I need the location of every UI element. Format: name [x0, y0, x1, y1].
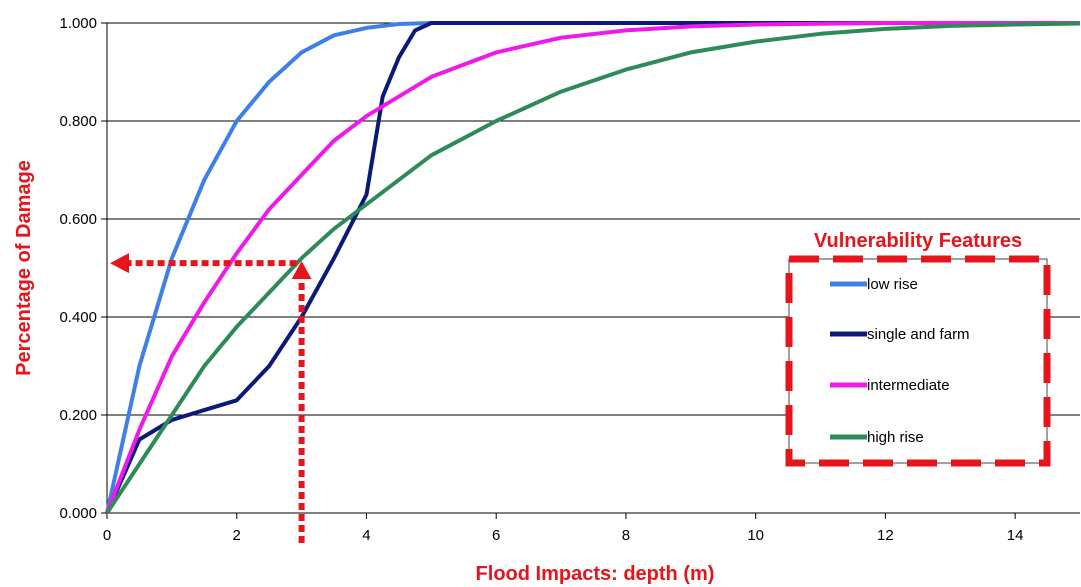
x-tick-label: 4 — [362, 527, 370, 544]
legend-highlight-frame — [785, 255, 1051, 467]
axes — [106, 23, 1080, 519]
intermediate-line — [105, 21, 1080, 514]
single-and-farm-line — [105, 21, 1080, 514]
arrowhead-left — [110, 253, 129, 274]
x-axis-title: Flood Impacts: depth (m) — [476, 563, 715, 585]
legend-label-single-and-farm: single and farm — [867, 326, 970, 343]
high-rise-line — [105, 21, 1081, 515]
arrowhead-up — [291, 261, 312, 280]
legend-title: Vulnerability Features — [814, 230, 1022, 252]
legend-box — [788, 258, 1048, 464]
series-lines — [105, 21, 1081, 515]
gridlines — [101, 22, 1080, 514]
y-tick-label: 0.600 — [59, 211, 97, 228]
y-tick-label: 0.000 — [59, 505, 97, 522]
x-tick-label: 0 — [103, 527, 111, 544]
legend-label-high-rise: high rise — [867, 429, 924, 446]
legend-items: low rise single and farm intermediate high … — [830, 276, 970, 446]
y-tick-label: 1.000 — [59, 15, 97, 32]
x-tick-label: 14 — [1007, 527, 1024, 544]
x-tick-label: 12 — [877, 527, 894, 544]
x-tick-labels: 0 2 4 6 8 10 12 14 — [103, 527, 1024, 544]
legend-label-low-rise: low rise — [867, 276, 918, 293]
y-tick-label: 0.400 — [59, 309, 97, 326]
y-tick-labels: 0.000 0.200 0.400 0.600 0.800 1.000 — [59, 15, 97, 522]
legend-label-intermediate: intermediate — [867, 377, 950, 394]
y-tick-label: 0.200 — [59, 407, 97, 424]
x-tick-label: 10 — [747, 527, 764, 544]
x-tick-label: 2 — [233, 527, 241, 544]
legend: Vulnerability Features low rise single an… — [785, 230, 1051, 467]
x-tick-label: 6 — [492, 527, 500, 544]
x-tick-label: 8 — [622, 527, 630, 544]
annotation-arrows — [110, 253, 312, 543]
y-axis-title: Percentage of Damage — [13, 160, 35, 376]
y-tick-label: 0.800 — [59, 113, 97, 130]
